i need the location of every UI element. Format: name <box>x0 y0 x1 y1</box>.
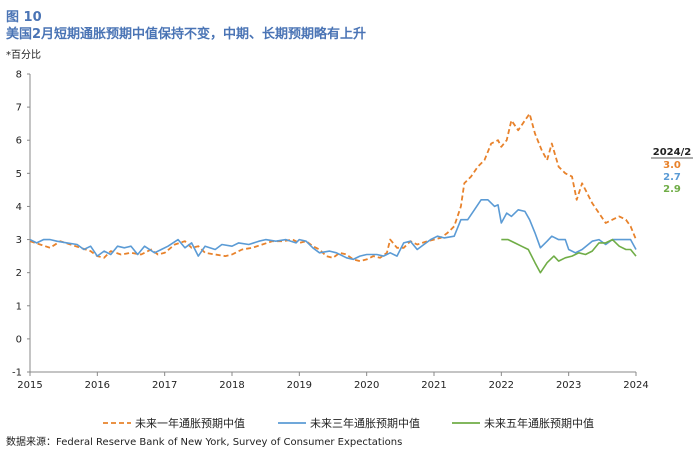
x-tick-label: 2023 <box>556 380 581 391</box>
legend-label-2: 未来三年通胀预期中值 <box>310 416 420 430</box>
chart-title: 美国2月短期通胀预期中值保持不变，中期、长期预期略有上升 <box>6 27 367 42</box>
y-tick-label: 4 <box>16 202 22 213</box>
x-tick-label: 2016 <box>85 380 110 391</box>
annotation-value-1: 3.0 <box>663 160 681 171</box>
y-tick-label: 0 <box>16 334 22 345</box>
y-tick-label: 6 <box>16 136 22 147</box>
chart-legend: 未来一年通胀预期中值 未来三年通胀预期中值 未来五年通胀预期中值 <box>103 416 594 430</box>
chart-axes: -1 0 1 2 3 4 5 6 7 8 2015 2016 2017 2018 2019 2020 2021 2… <box>12 70 649 392</box>
x-tick-label: 2021 <box>421 380 446 391</box>
x-tick-label: 2019 <box>287 380 312 391</box>
x-tick-label: 2015 <box>17 380 42 391</box>
x-tick-label: 2024 <box>623 380 648 391</box>
annotation-value-2: 2.7 <box>663 172 681 183</box>
series-line-3 <box>501 238 637 274</box>
legend-label-3: 未来五年通胀预期中值 <box>484 416 594 430</box>
y-axis-unit-label: *百分比 <box>6 50 41 61</box>
figure-label: 图 10 <box>6 10 42 25</box>
annotation-date: 2024/2 <box>653 147 691 158</box>
y-tick-label: 8 <box>16 70 22 81</box>
end-value-annotation: 2024/2 3.02.72.9 <box>651 147 693 195</box>
x-tick-label: 2017 <box>152 380 177 391</box>
y-tick-label: 3 <box>16 235 22 246</box>
data-source-note: 数据来源：Federal Reserve Bank of New York, S… <box>6 437 403 448</box>
x-tick-label: 2020 <box>354 380 379 391</box>
annotation-value-3: 2.9 <box>663 184 681 195</box>
x-tick-label: 2022 <box>489 380 514 391</box>
legend-label-1: 未来一年通胀预期中值 <box>135 416 245 430</box>
y-tick-label: -1 <box>12 368 22 379</box>
series-line-2 <box>29 199 637 261</box>
y-tick-label: 5 <box>16 169 22 180</box>
y-tick-label: 2 <box>16 268 22 279</box>
chart-series-lines <box>29 112 637 274</box>
x-tick-label: 2018 <box>219 380 244 391</box>
series-line-1 <box>29 112 637 262</box>
y-tick-label: 7 <box>16 103 22 114</box>
y-tick-label: 1 <box>16 301 22 312</box>
